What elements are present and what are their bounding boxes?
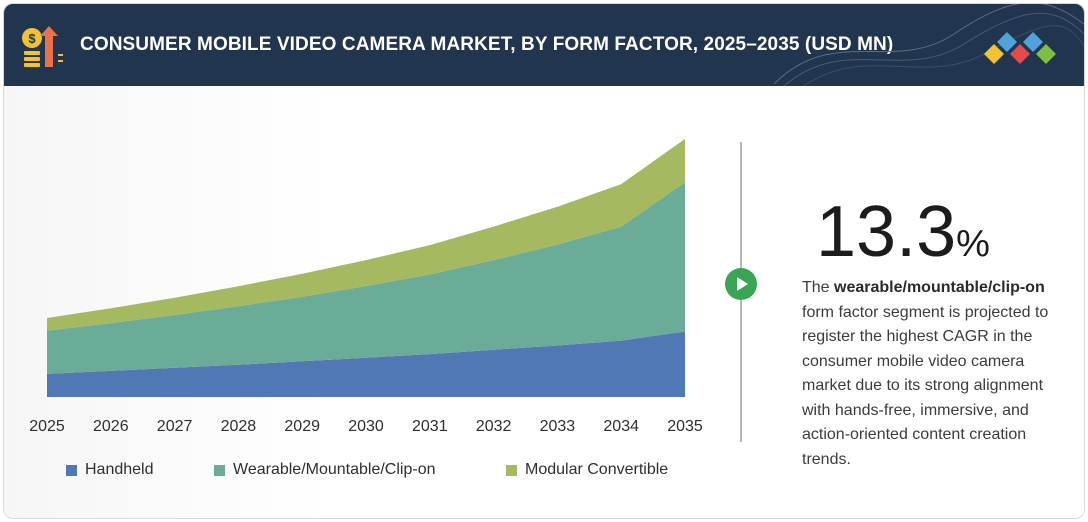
money-growth-icon: $ <box>22 26 63 67</box>
x-tick-label: 2034 <box>603 418 639 435</box>
infographic-card: $ CONSUMER MOBILE VIDEO CAMERA MARKET, B… <box>3 3 1085 519</box>
header-bar: $ CONSUMER MOBILE VIDEO CAMERA MARKET, B… <box>4 4 1084 86</box>
legend-item-modular: Modular Convertible <box>506 459 668 481</box>
legend-swatch-wearable <box>214 464 225 476</box>
legend-label-modular: Modular Convertible <box>525 461 669 478</box>
stacked-area-chart: 2025 2026 2027 2028 2029 2030 2031 2032 2033 2034… <box>29 138 703 435</box>
desc-prefix: The <box>802 279 835 296</box>
cagr-description: The wearable/mountable/clip-on form fact… <box>802 276 1072 472</box>
x-tick-label: 2027 <box>157 418 193 435</box>
legend-label-wearable: Wearable/Mountable/Clip-on <box>233 461 436 478</box>
svg-text:$: $ <box>28 31 36 46</box>
legend-swatch-modular <box>506 464 517 476</box>
legend-swatch-handheld <box>66 464 77 476</box>
cagr-number: 13.3 <box>816 192 957 272</box>
diamond-logo-icon <box>984 32 1056 64</box>
play-icon[interactable] <box>725 268 757 300</box>
legend-label-handheld: Handheld <box>85 461 154 478</box>
x-tick-label: 2031 <box>412 418 448 435</box>
area-series-2 <box>47 138 685 331</box>
x-tick-label: 2028 <box>221 418 257 435</box>
x-tick-label: 2029 <box>284 418 320 435</box>
legend-item-wearable: Wearable/Mountable/Clip-on <box>214 459 435 481</box>
x-tick-label: 2025 <box>29 418 65 435</box>
area-series-0 <box>47 331 685 397</box>
decorative-waves <box>774 4 1084 86</box>
desc-rest: form factor segment is projected to regi… <box>802 303 1049 468</box>
x-tick-label: 2035 <box>667 418 703 435</box>
cagr-value: 13.3% <box>816 192 990 284</box>
legend-item-handheld: Handheld <box>66 459 154 481</box>
chart-title: CONSUMER MOBILE VIDEO CAMERA MARKET, BY … <box>80 34 894 55</box>
x-tick-label: 2032 <box>476 418 512 435</box>
x-tick-label: 2030 <box>348 418 384 435</box>
desc-highlight: wearable/mountable/clip-on <box>834 279 1045 296</box>
x-tick-label: 2026 <box>93 418 129 435</box>
area-series-1 <box>47 182 685 374</box>
cagr-unit: % <box>956 223 990 265</box>
x-tick-label: 2033 <box>540 418 576 435</box>
